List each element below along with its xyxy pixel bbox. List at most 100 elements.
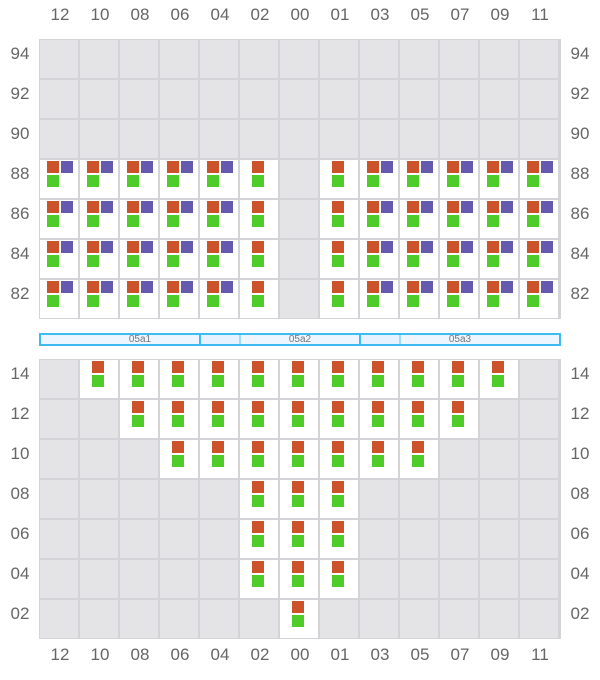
grid-cell[interactable] (120, 200, 158, 238)
grid-cell[interactable] (120, 160, 158, 198)
grid-cell[interactable] (240, 400, 278, 438)
grid-cell[interactable] (240, 360, 278, 398)
grid-cell[interactable] (400, 240, 438, 278)
grid-cell[interactable] (160, 240, 198, 278)
grid-cell[interactable] (240, 520, 278, 558)
grid-cell[interactable] (160, 440, 198, 478)
purple-marker (541, 201, 553, 213)
grid-cell[interactable] (360, 400, 398, 438)
grid-cell[interactable] (320, 560, 358, 598)
grid-cell[interactable] (520, 240, 558, 278)
grid-cell[interactable] (280, 600, 318, 638)
grid-cell (440, 520, 478, 558)
grid-cell[interactable] (320, 480, 358, 518)
grid-cell[interactable] (200, 360, 238, 398)
grid-cell[interactable] (440, 200, 478, 238)
grid-cell[interactable] (320, 160, 358, 198)
grid-cell[interactable] (400, 440, 438, 478)
column-label-top: 05 (410, 5, 430, 24)
grid-cell[interactable] (320, 400, 358, 438)
grid-cell[interactable] (280, 560, 318, 598)
grid-cell[interactable] (80, 280, 118, 318)
grid-cell[interactable] (240, 200, 278, 238)
grid-cell[interactable] (440, 400, 478, 438)
orange-marker (252, 481, 264, 493)
grid-cell[interactable] (320, 240, 358, 278)
green-marker (527, 175, 539, 187)
grid-cell[interactable] (520, 160, 558, 198)
purple-marker (181, 241, 193, 253)
grid-cell[interactable] (240, 160, 278, 198)
grid-cell[interactable] (400, 160, 438, 198)
grid-cell[interactable] (240, 240, 278, 278)
grid-cell[interactable] (120, 240, 158, 278)
grid-cell (120, 560, 158, 598)
grid-cell[interactable] (360, 200, 398, 238)
grid-cell[interactable] (160, 160, 198, 198)
band-05a3[interactable]: 05a3 (359, 333, 561, 346)
grid-cell[interactable] (360, 360, 398, 398)
grid-cell[interactable] (80, 200, 118, 238)
grid-cell[interactable] (40, 200, 78, 238)
grid-cell[interactable] (320, 200, 358, 238)
grid-cell[interactable] (360, 280, 398, 318)
grid-cell (480, 400, 518, 438)
row-label-right: 14 (570, 364, 590, 383)
grid-cell[interactable] (480, 280, 518, 318)
grid-cell[interactable] (360, 160, 398, 198)
row-label-left: 82 (10, 284, 30, 303)
grid-cell[interactable] (440, 280, 478, 318)
grid-cell[interactable] (440, 240, 478, 278)
grid-cell[interactable] (40, 280, 78, 318)
grid-cell[interactable] (240, 560, 278, 598)
grid-cell[interactable] (240, 440, 278, 478)
grid-cell[interactable] (40, 240, 78, 278)
grid-cell[interactable] (40, 160, 78, 198)
grid-cell[interactable] (80, 360, 118, 398)
grid-cell[interactable] (200, 440, 238, 478)
grid-cell[interactable] (160, 360, 198, 398)
grid-cell[interactable] (400, 280, 438, 318)
grid-cell[interactable] (80, 160, 118, 198)
grid-cell[interactable] (160, 400, 198, 438)
grid-cell[interactable] (80, 240, 118, 278)
grid-cell (120, 80, 158, 118)
grid-cell[interactable] (480, 200, 518, 238)
grid-cell[interactable] (280, 440, 318, 478)
grid-cell[interactable] (360, 240, 398, 278)
orange-marker (407, 201, 419, 213)
grid-cell[interactable] (280, 360, 318, 398)
grid-cell[interactable] (320, 520, 358, 558)
grid-cell[interactable] (120, 400, 158, 438)
grid-cell[interactable] (400, 400, 438, 438)
grid-cell[interactable] (520, 200, 558, 238)
grid-cell[interactable] (120, 280, 158, 318)
grid-cell[interactable] (200, 400, 238, 438)
grid-cell[interactable] (480, 240, 518, 278)
grid-cell[interactable] (320, 440, 358, 478)
column-label-top: 08 (130, 5, 150, 24)
grid-cell[interactable] (280, 480, 318, 518)
grid-cell[interactable] (200, 240, 238, 278)
grid-cell[interactable] (520, 280, 558, 318)
grid-cell[interactable] (200, 200, 238, 238)
grid-cell[interactable] (440, 160, 478, 198)
grid-cell[interactable] (160, 200, 198, 238)
grid-cell[interactable] (280, 400, 318, 438)
grid-cell[interactable] (320, 280, 358, 318)
grid-cell[interactable] (240, 480, 278, 518)
green-marker (452, 415, 464, 427)
grid-cell[interactable] (200, 160, 238, 198)
grid-cell[interactable] (280, 520, 318, 558)
grid-cell[interactable] (400, 200, 438, 238)
grid-cell[interactable] (360, 440, 398, 478)
grid-cell[interactable] (200, 280, 238, 318)
grid-cell[interactable] (120, 360, 158, 398)
grid-cell[interactable] (400, 360, 438, 398)
grid-cell[interactable] (480, 360, 518, 398)
grid-cell[interactable] (480, 160, 518, 198)
grid-cell[interactable] (320, 360, 358, 398)
grid-cell[interactable] (160, 280, 198, 318)
grid-cell[interactable] (240, 280, 278, 318)
grid-cell[interactable] (440, 360, 478, 398)
